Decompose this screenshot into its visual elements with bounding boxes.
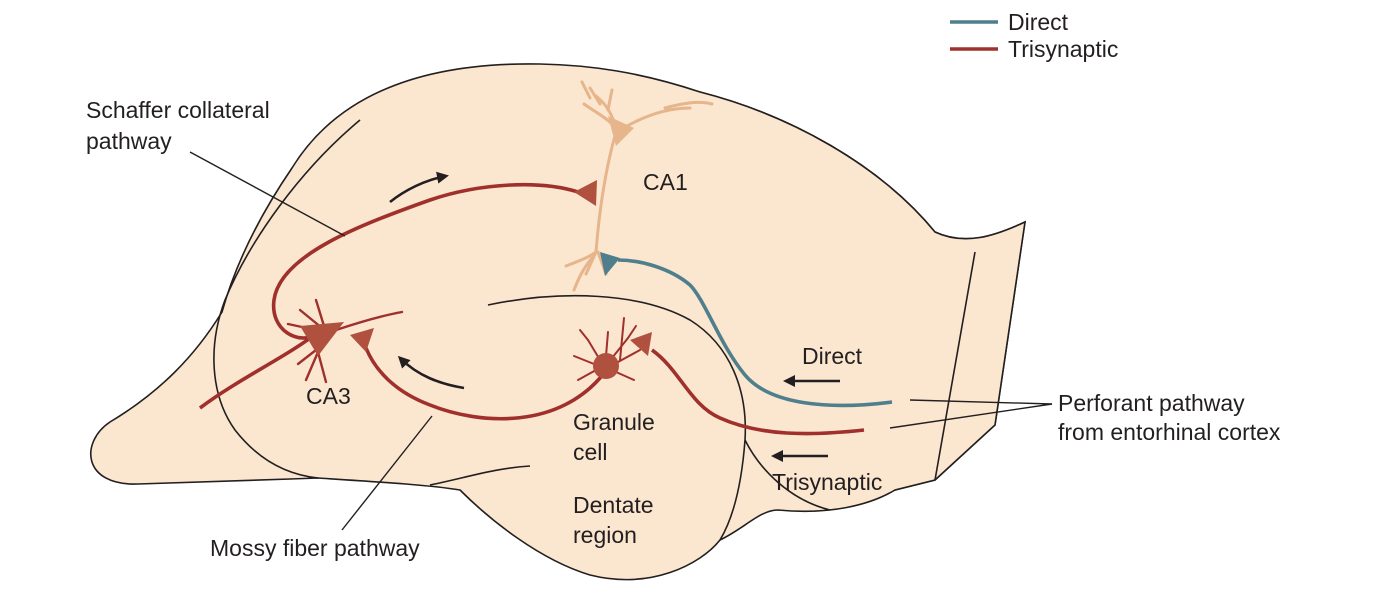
granule-cell-dendrites — [573, 317, 641, 381]
schaffer-collateral-axon — [271, 182, 579, 340]
perforant-leader-line-direct — [909, 399, 1053, 405]
ca1-synapse-terminal — [574, 180, 597, 206]
granule-cell-body — [593, 353, 619, 379]
mossy-direction-arrow — [397, 355, 465, 390]
perforant-label-line2: from entorhinal cortex — [1058, 419, 1281, 445]
granule-synapse-terminal — [630, 332, 652, 356]
side-face-divider — [934, 251, 976, 481]
legend-trisynaptic-label: Trisynaptic — [1008, 36, 1118, 62]
schaffer-direction-arrow — [389, 171, 449, 204]
dentate-fold-line — [487, 294, 747, 541]
ca1-pyramidal-neuron — [564, 80, 714, 292]
trisynaptic-arrow-label: Trisynaptic — [772, 469, 882, 495]
ca1-cell-body — [608, 116, 634, 146]
dentate-label-line1: Dentate — [573, 492, 654, 518]
ca1-label: CA1 — [643, 169, 688, 195]
legend-direct-label: Direct — [1008, 9, 1069, 35]
schaffer-label-line1: Schaffer collateral — [86, 97, 270, 123]
schaffer-label-line2: pathway — [86, 128, 172, 154]
schaffer-collateral-branch — [198, 330, 320, 410]
perforant-trisynaptic-axon — [650, 348, 865, 436]
mossy-fiber-label: Mossy fiber pathway — [210, 535, 420, 561]
granule-label-line1: Granule — [573, 409, 655, 435]
granule-label-line2: cell — [573, 439, 608, 465]
dentate-lower-edge — [744, 439, 831, 511]
inner-ridge-line — [429, 465, 531, 486]
ca3-cell-body — [300, 322, 344, 356]
direct-pathway-axon — [617, 258, 893, 408]
ca3-label: CA3 — [306, 383, 351, 409]
perforant-label-line1: Perforant pathway — [1058, 390, 1245, 416]
mossy-fiber-axon — [364, 347, 607, 421]
ca3-synapse-terminal — [350, 328, 374, 352]
schaffer-leader-line — [189, 151, 346, 237]
perforant-leader-line-trisynaptic — [889, 403, 1053, 429]
dentate-label-line2: region — [573, 522, 637, 548]
direct-arrow-label: Direct — [802, 343, 863, 369]
mossy-leader-line — [341, 415, 433, 531]
inner-fold-line — [213, 119, 361, 479]
hippocampal-slice-body — [89, 63, 1027, 581]
direct-synapse-terminal — [600, 252, 620, 276]
